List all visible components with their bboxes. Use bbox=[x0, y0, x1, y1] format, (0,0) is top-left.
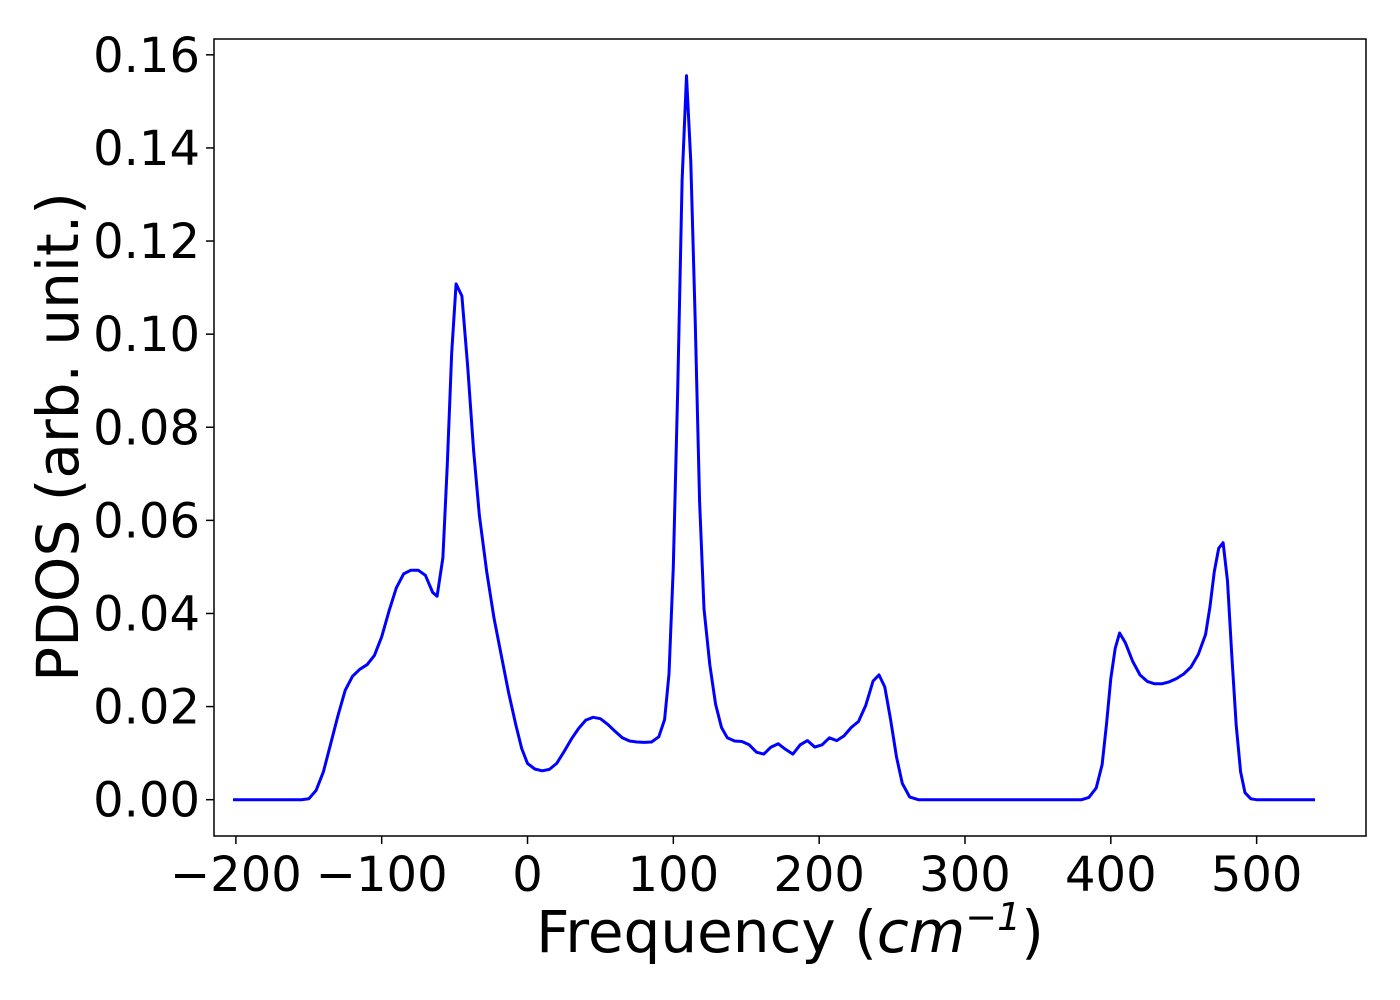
x-tick-label: 200 bbox=[773, 847, 865, 903]
x-axis: −200 −100 0 100 200 300 400 500 bbox=[170, 836, 1302, 903]
x-axis-unit-exp: −1 bbox=[965, 895, 1021, 939]
y-tick-label: 0.08 bbox=[93, 400, 200, 456]
x-tick-label: −100 bbox=[316, 847, 448, 903]
x-tick-label: 100 bbox=[628, 847, 720, 903]
y-tick-label: 0.06 bbox=[93, 493, 200, 549]
x-axis-unit-open: ( bbox=[854, 898, 877, 966]
plot-background bbox=[214, 39, 1366, 836]
x-axis-title: Frequency (cm−1) bbox=[536, 895, 1044, 966]
plot-frame bbox=[213, 38, 1367, 837]
x-axis-unit-close: ) bbox=[1021, 898, 1044, 966]
y-tick-label: 0.16 bbox=[93, 28, 200, 84]
x-tick-label: 500 bbox=[1211, 847, 1303, 903]
y-tick-label: 0.04 bbox=[93, 586, 200, 642]
x-tick-label: 0 bbox=[512, 847, 543, 903]
x-axis-unit-base: cm bbox=[877, 898, 965, 966]
y-axis: 0.00 0.02 0.04 0.06 0.08 0.10 0.12 0.14 0.16 bbox=[93, 28, 214, 829]
y-tick-label: 0.12 bbox=[93, 214, 200, 270]
x-tick-label: 400 bbox=[1065, 847, 1157, 903]
x-axis-title-text: Frequency bbox=[536, 898, 836, 966]
y-tick-label: 0.10 bbox=[93, 307, 200, 363]
pdos-series-line bbox=[233, 74, 1315, 802]
y-tick-label: 0.00 bbox=[93, 773, 200, 829]
y-axis-title: PDOS (arb. unit.) bbox=[24, 192, 92, 682]
y-tick-label: 0.14 bbox=[93, 121, 200, 177]
x-tick-label: −200 bbox=[170, 847, 302, 903]
y-tick-label: 0.02 bbox=[93, 680, 200, 736]
x-tick-label: 300 bbox=[919, 847, 1011, 903]
